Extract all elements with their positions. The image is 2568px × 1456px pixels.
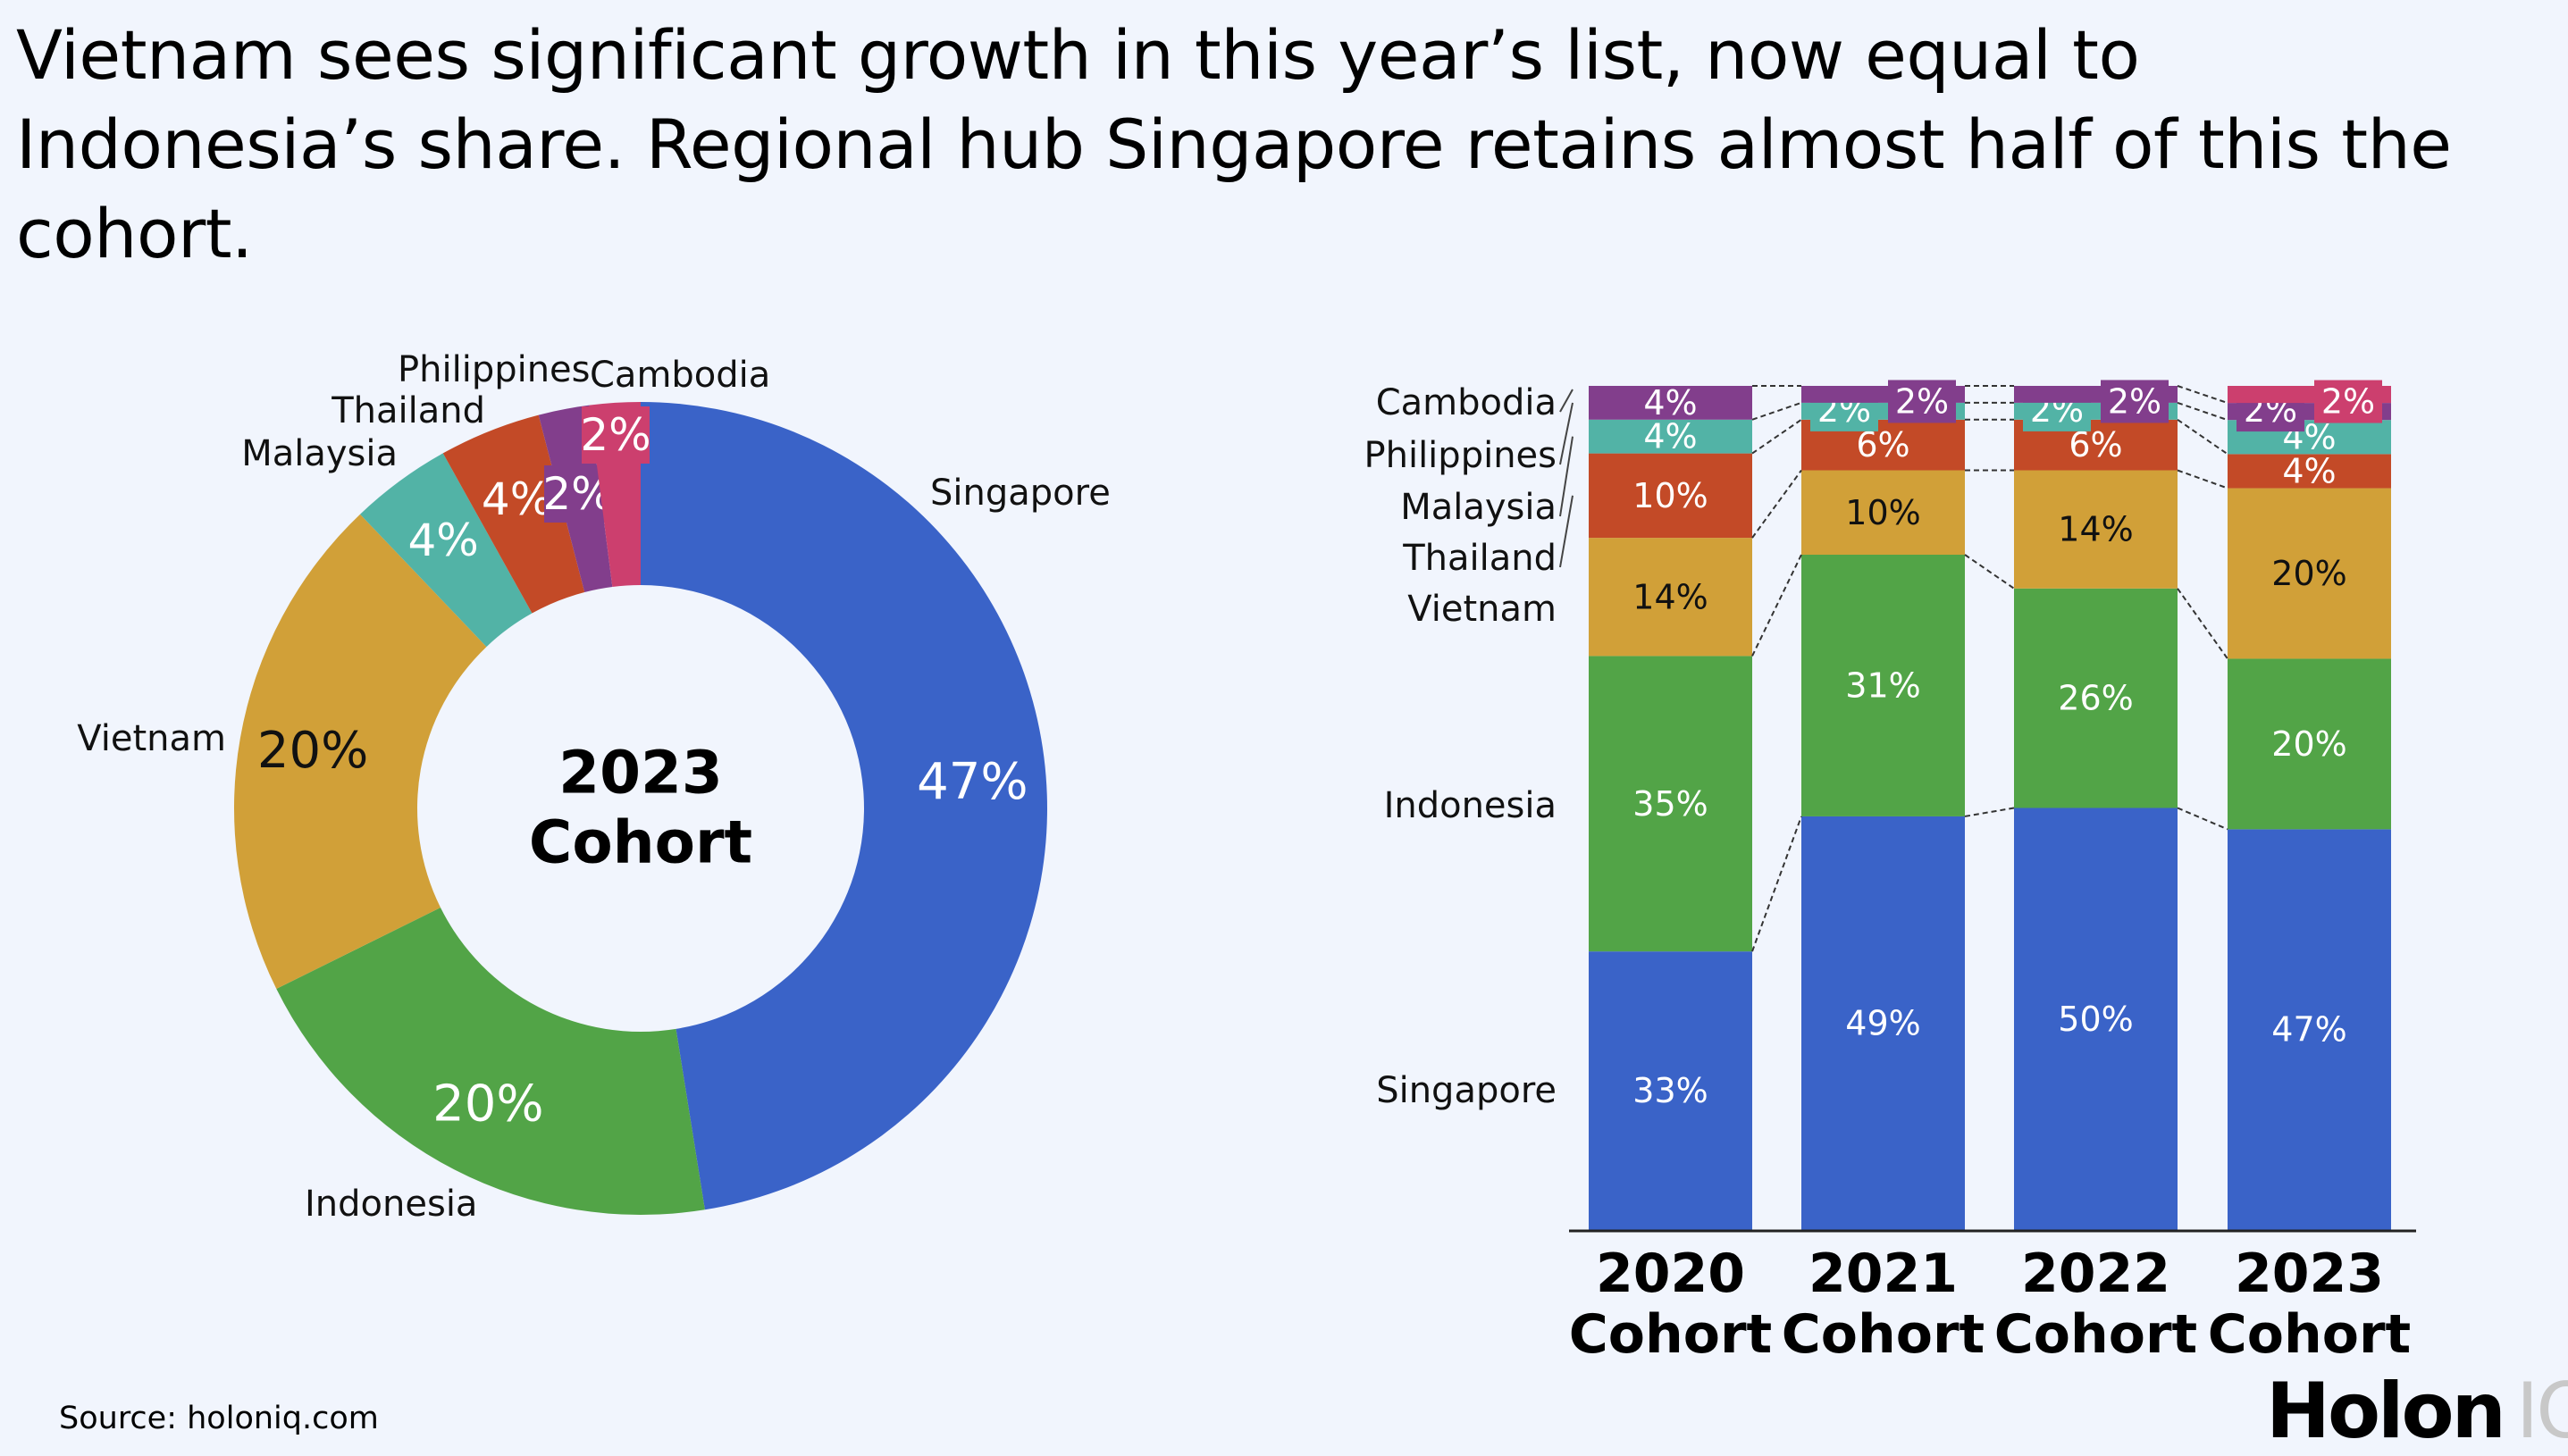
donut-slice-vietnam: [234, 514, 487, 990]
bar-segment: [1801, 816, 1965, 1230]
connector-line: [1964, 554, 2015, 590]
segment-percent-label: 4%: [1643, 383, 1697, 423]
bar-segment: [1589, 538, 1752, 657]
series-label-cambodia: Cambodia: [1376, 382, 1557, 423]
category-year-label: 2021: [1809, 1243, 1958, 1305]
segment-label-badge: [2101, 380, 2169, 423]
page-title: Vietnam sees significant growth in this …: [16, 15, 2452, 273]
bar-segment: [1801, 470, 1965, 555]
legend-leader-line: [1559, 436, 1574, 517]
segment-percent-label: 10%: [1632, 476, 1708, 515]
segment-percent-label: 4%: [1643, 417, 1697, 456]
segment-percent-label: 33%: [1632, 1071, 1708, 1110]
segment-percent-label: 31%: [1845, 665, 1920, 705]
connector-line: [2177, 469, 2228, 490]
category-cohort-label: Cohort: [1569, 1303, 1772, 1366]
series-label-thailand: Thailand: [1402, 538, 1557, 579]
slice-category-label: Indonesia: [305, 1184, 477, 1225]
slice-category-label: Singapore: [930, 473, 1111, 514]
donut-center-year: 2023: [558, 739, 723, 807]
slice-category-label: Cambodia: [590, 355, 770, 396]
segment-percent-label: 20%: [2271, 554, 2346, 593]
category-cohort-label: Cohort: [1782, 1303, 1985, 1366]
legend-leader-line: [1559, 402, 1574, 465]
series-label-malaysia: Malaysia: [1400, 487, 1557, 528]
slice-label-badge: [582, 406, 650, 464]
segment-percent-label: 2%: [2321, 382, 2375, 422]
slice-category-label: Philippines: [398, 349, 591, 390]
source-note: Source: holoniq.com: [59, 1401, 379, 1436]
slice-percent-label: 2%: [580, 409, 650, 461]
series-label-singapore: Singapore: [1376, 1070, 1557, 1111]
segment-label-badge: [1888, 380, 1956, 423]
category-year-label: 2022: [2021, 1243, 2170, 1305]
connector-line: [1751, 469, 1802, 539]
bar-segment: [1801, 555, 1965, 816]
donut-slice-thailand: [442, 414, 585, 614]
segment-percent-label: 49%: [1845, 1003, 1920, 1042]
holoniq-logo: Holon IQ: [2266, 1367, 2568, 1456]
bar-segment: [2014, 807, 2178, 1230]
bar-segment: [2228, 488, 2391, 659]
segment-percent-label: 2%: [2108, 381, 2161, 421]
bar-segment: [2228, 829, 2391, 1230]
connector-line: [1964, 807, 2015, 817]
connector-line: [2177, 807, 2228, 831]
slice-category-label: Malaysia: [241, 433, 398, 474]
slice-percent-label: 4%: [482, 473, 552, 525]
donut-slice-indonesia: [276, 908, 705, 1215]
segment-percent-label: 14%: [2058, 510, 2133, 549]
connector-line: [1751, 554, 1802, 657]
segment-percent-label: 20%: [2271, 724, 2346, 764]
series-label-vietnam: Vietnam: [1407, 589, 1557, 630]
slice-percent-label: 20%: [432, 1075, 543, 1134]
connector-line: [2177, 418, 2228, 456]
bar-segment: [1589, 419, 1752, 454]
bar-segment: [2014, 588, 2178, 808]
slice-percent-label: 20%: [257, 722, 368, 780]
connector-line: [2177, 588, 2228, 660]
category-cohort-label: Cohort: [2208, 1303, 2411, 1366]
donut-slice-singapore: [641, 402, 1047, 1210]
bar-segment: [1589, 951, 1752, 1230]
segment-percent-label: 10%: [1845, 493, 1920, 532]
segment-percent-label: 2%: [1895, 381, 1949, 421]
category-year-label: 2023: [2235, 1243, 2384, 1305]
bar-segment: [1589, 656, 1752, 952]
category-cohort-label: Cohort: [1994, 1303, 2197, 1366]
slice-percent-label: 47%: [917, 753, 1028, 811]
segment-percent-label: 6%: [1856, 425, 1909, 464]
donut-center-label: Cohort: [529, 808, 752, 877]
connector-line: [1751, 401, 1802, 421]
connector-line: [1751, 816, 1802, 952]
segment-percent-label: 6%: [2069, 425, 2122, 464]
slice-category-label: Thailand: [331, 390, 485, 431]
segment-percent-label: 35%: [1632, 784, 1708, 824]
logo-main: Holon: [2266, 1367, 2506, 1456]
legend-leader-line: [1559, 495, 1574, 568]
connector-line: [1751, 418, 1802, 455]
slice-percent-label: 4%: [407, 515, 478, 566]
segment-percent-label: 47%: [2271, 1010, 2346, 1050]
bar-segment: [2014, 470, 2178, 589]
bar-segment: [2228, 454, 2391, 489]
bar-segment: [1589, 453, 1752, 539]
series-label-philippines: Philippines: [1364, 435, 1557, 476]
segment-percent-label: 50%: [2058, 1000, 2133, 1039]
segment-label-badge: [2314, 380, 2382, 423]
category-year-label: 2020: [1596, 1243, 1745, 1305]
connector-line: [2177, 385, 2228, 405]
segment-percent-label: 4%: [2282, 451, 2336, 490]
legend-leader-line: [1559, 389, 1574, 413]
logo-suffix: IQ: [2515, 1367, 2568, 1456]
donut-slice-malaysia: [360, 453, 533, 648]
connector-line: [2177, 401, 2228, 422]
segment-percent-label: 14%: [1632, 577, 1708, 616]
segment-percent-label: 26%: [2058, 679, 2133, 718]
slice-category-label: Vietnam: [77, 718, 226, 759]
series-label-indonesia: Indonesia: [1384, 785, 1557, 826]
bar-segment: [2228, 658, 2391, 830]
bar-segment: [1589, 386, 1752, 420]
